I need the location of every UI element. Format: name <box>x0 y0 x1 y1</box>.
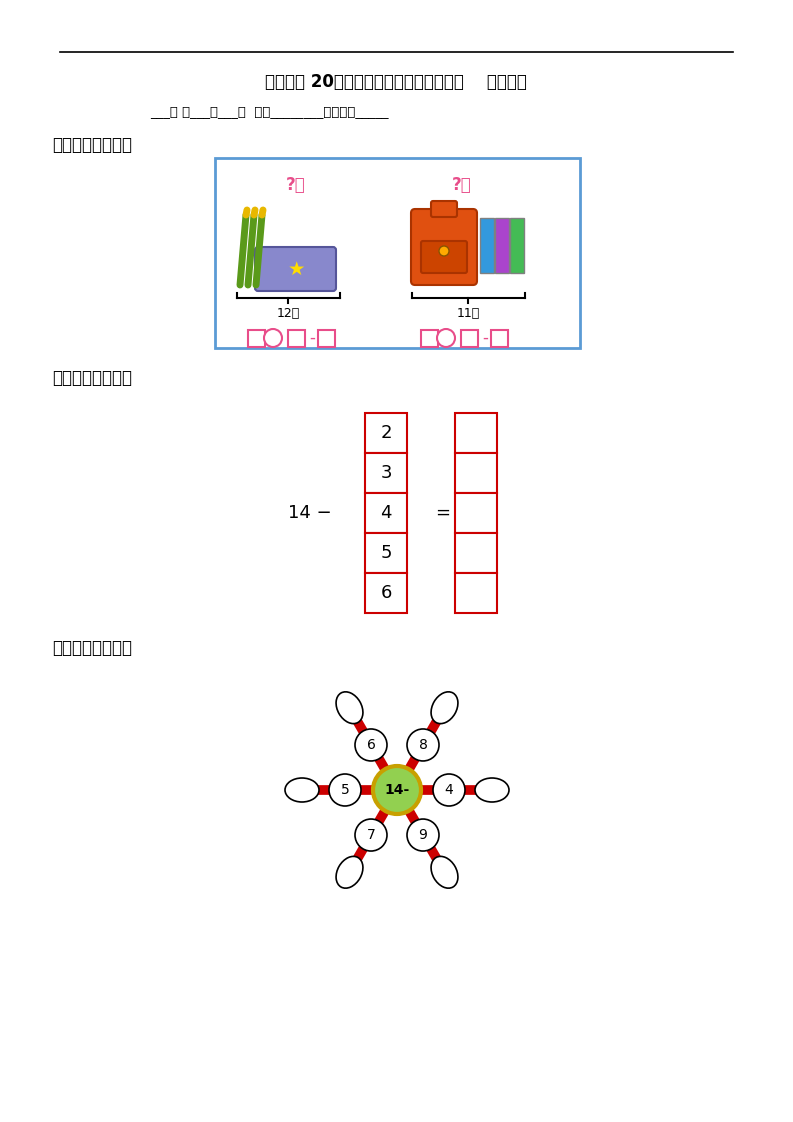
Text: 8: 8 <box>419 738 427 752</box>
Text: 4: 4 <box>381 504 392 522</box>
FancyBboxPatch shape <box>495 218 509 273</box>
FancyBboxPatch shape <box>455 533 497 573</box>
FancyBboxPatch shape <box>248 330 265 347</box>
FancyBboxPatch shape <box>491 330 508 347</box>
Circle shape <box>264 329 282 347</box>
Text: 11本: 11本 <box>457 306 480 320</box>
Text: 9: 9 <box>419 828 427 842</box>
FancyBboxPatch shape <box>318 330 335 347</box>
FancyBboxPatch shape <box>455 573 497 613</box>
Text: 3: 3 <box>381 465 392 482</box>
Text: -: - <box>482 329 488 347</box>
Ellipse shape <box>285 778 319 802</box>
FancyBboxPatch shape <box>455 413 497 453</box>
Text: 5: 5 <box>381 544 392 562</box>
FancyBboxPatch shape <box>510 218 524 273</box>
Text: ?本: ?本 <box>452 176 472 194</box>
Circle shape <box>437 329 455 347</box>
FancyBboxPatch shape <box>365 573 407 613</box>
Ellipse shape <box>431 856 458 889</box>
FancyBboxPatch shape <box>365 453 407 493</box>
FancyBboxPatch shape <box>365 413 407 453</box>
FancyBboxPatch shape <box>480 218 494 273</box>
Ellipse shape <box>431 692 458 724</box>
Text: 6: 6 <box>381 583 392 603</box>
Circle shape <box>407 729 439 761</box>
Text: 一、【基础平台】: 一、【基础平台】 <box>52 136 132 154</box>
FancyBboxPatch shape <box>288 330 305 347</box>
Text: 三、【拓展应用】: 三、【拓展应用】 <box>52 640 132 657</box>
FancyBboxPatch shape <box>365 533 407 573</box>
FancyBboxPatch shape <box>461 330 478 347</box>
Text: 第七单元 20以内数的进位加法和退位减法    信息窗五: 第七单元 20以内数的进位加法和退位减法 信息窗五 <box>265 73 527 91</box>
FancyBboxPatch shape <box>255 247 336 291</box>
Ellipse shape <box>336 856 363 889</box>
Circle shape <box>433 774 465 806</box>
Text: 4: 4 <box>445 783 454 797</box>
Text: 14 −: 14 − <box>288 504 332 522</box>
Text: 6: 6 <box>366 738 375 752</box>
Ellipse shape <box>475 778 509 802</box>
Text: ?袋: ?袋 <box>286 176 306 194</box>
Circle shape <box>439 246 449 256</box>
Text: 2: 2 <box>381 424 392 442</box>
Text: 5: 5 <box>341 783 350 797</box>
Text: =: = <box>435 504 450 522</box>
FancyBboxPatch shape <box>411 209 477 285</box>
FancyBboxPatch shape <box>421 241 467 273</box>
Text: 14-: 14- <box>385 783 410 797</box>
Text: 12枝: 12枝 <box>277 306 300 320</box>
Text: ★: ★ <box>287 259 305 278</box>
Text: ___年 级___班___组  姓名________教师评价_____: ___年 级___班___组 姓名________教师评价_____ <box>150 105 389 119</box>
Ellipse shape <box>336 692 363 724</box>
Text: -: - <box>309 329 315 347</box>
Circle shape <box>373 766 421 813</box>
FancyBboxPatch shape <box>455 493 497 533</box>
FancyBboxPatch shape <box>421 330 438 347</box>
Text: 7: 7 <box>366 828 375 842</box>
Circle shape <box>329 774 361 806</box>
Circle shape <box>355 729 387 761</box>
FancyBboxPatch shape <box>431 201 457 217</box>
Circle shape <box>355 819 387 850</box>
FancyBboxPatch shape <box>455 453 497 493</box>
FancyBboxPatch shape <box>215 158 580 348</box>
Text: 二、【能力检测】: 二、【能力检测】 <box>52 369 132 387</box>
Circle shape <box>407 819 439 850</box>
FancyBboxPatch shape <box>365 493 407 533</box>
